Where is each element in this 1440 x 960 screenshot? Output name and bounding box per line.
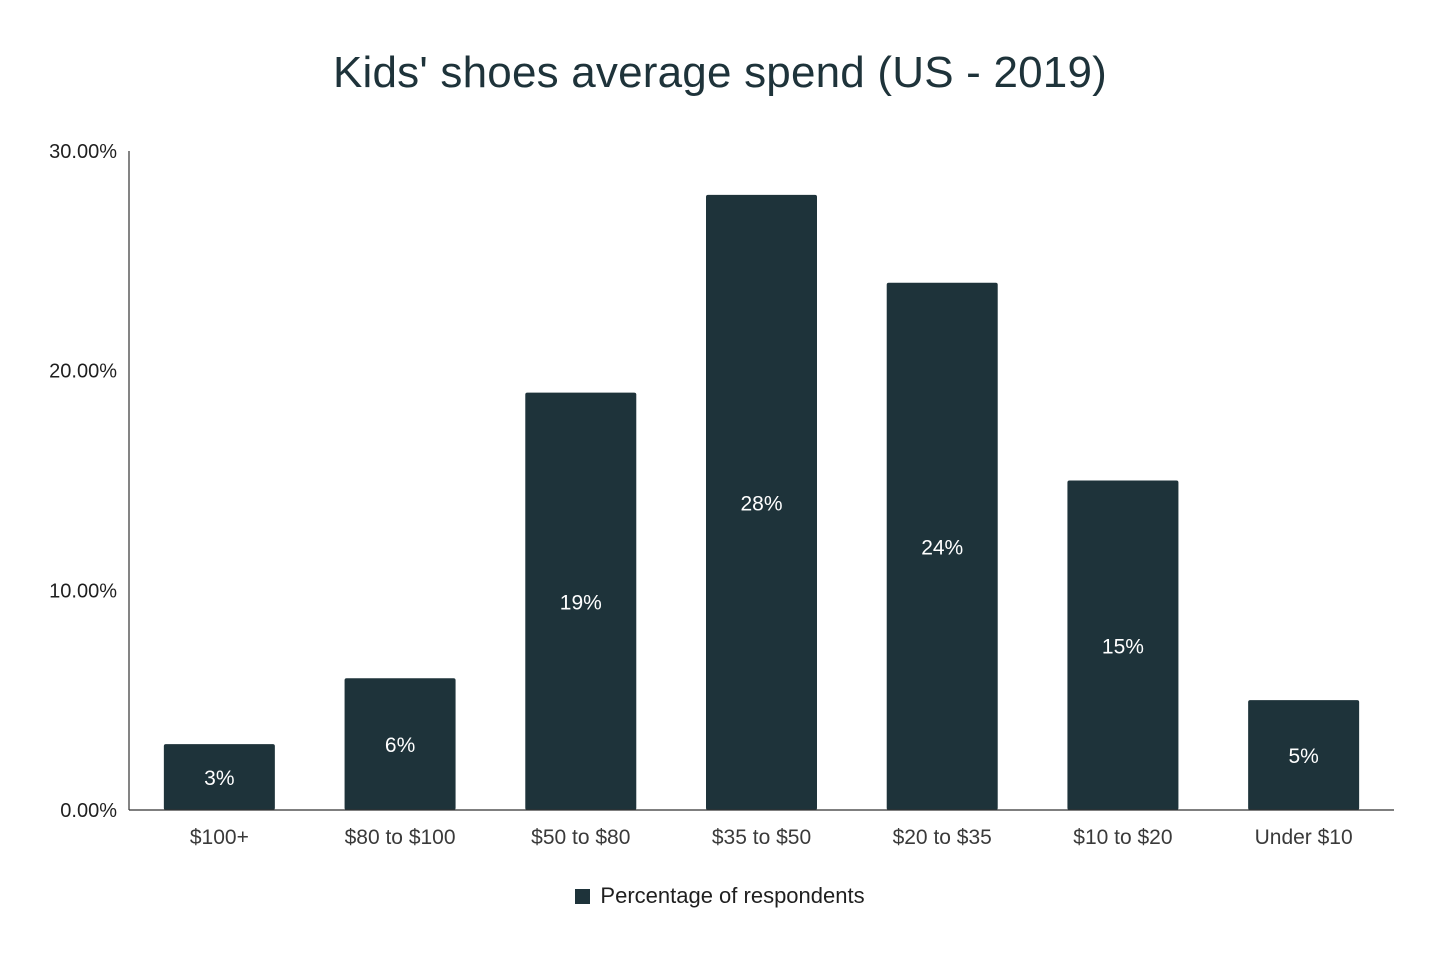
- x-tick-label: $100+: [190, 826, 249, 849]
- bar-data-label: 24%: [921, 536, 963, 559]
- x-tick-label: $35 to $50: [712, 826, 811, 849]
- legend-swatch: [575, 888, 591, 904]
- x-tick-label: $50 to $80: [531, 826, 630, 849]
- bars: [163, 194, 1360, 810]
- x-tick-label: $10 to $20: [1073, 826, 1172, 849]
- y-axis-ticks: 0.00% 10.00% 20.00% 30.00%: [49, 141, 117, 822]
- bar-data-label: 3%: [204, 767, 234, 790]
- bar-data-label: 5%: [1288, 745, 1318, 768]
- bar-data-label: 15%: [1102, 635, 1144, 658]
- bar-data-label: 6%: [385, 734, 415, 757]
- y-tick-label: 20.00%: [49, 361, 117, 383]
- y-tick-label: 0.00%: [60, 800, 117, 822]
- bar: [163, 744, 275, 810]
- bar-data-label: 19%: [560, 591, 602, 614]
- bar-data-labels: 3% 6% 19% 28% 24% 15% 5%: [204, 492, 1319, 790]
- bar: [1067, 480, 1179, 810]
- bar: [1248, 700, 1360, 810]
- bar: [525, 392, 637, 810]
- y-tick-label: 30.00%: [49, 141, 117, 163]
- x-tick-label: $20 to $35: [893, 826, 992, 849]
- y-tick-label: 10.00%: [49, 580, 117, 602]
- x-tick-label: $80 to $100: [345, 826, 456, 849]
- x-tick-label: Under $10: [1255, 826, 1353, 849]
- bar: [886, 282, 998, 810]
- bar-data-label: 28%: [740, 492, 782, 515]
- bar: [706, 194, 817, 810]
- bar: [344, 678, 456, 810]
- chart-title: Kids' shoes average spend (US - 2019): [332, 48, 1107, 97]
- legend: Percentage of respondents: [0, 883, 1440, 909]
- x-axis-labels: $100+ $80 to $100 $50 to $80 $35 to $50 $20 …: [190, 826, 1353, 849]
- legend-label: Percentage of respondents: [600, 883, 865, 908]
